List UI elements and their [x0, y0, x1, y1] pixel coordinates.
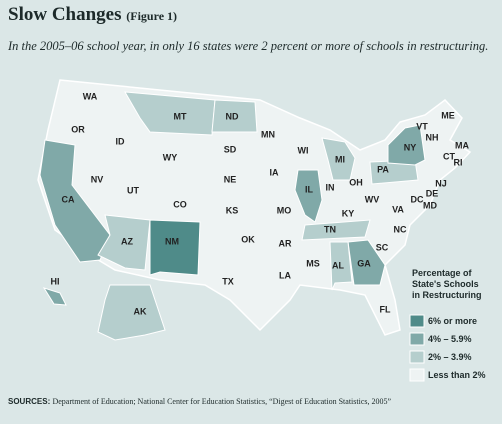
state-label: MI — [335, 154, 345, 164]
state-shape — [329, 241, 353, 291]
state-label: DE — [426, 188, 439, 198]
state-label: MN — [261, 129, 275, 139]
state-label: RI — [454, 157, 463, 167]
state-label: OK — [241, 234, 255, 244]
state-shape — [39, 139, 111, 263]
state-label: WY — [163, 152, 178, 162]
state-label: CA — [62, 194, 75, 204]
state-label: NE — [224, 174, 237, 184]
state-shape — [97, 284, 166, 341]
state-label: AR — [279, 238, 292, 248]
legend-title: Percentage of — [412, 268, 473, 278]
state-label: AZ — [121, 236, 133, 246]
sources-label: SOURCES: — [8, 397, 50, 406]
state-label: HI — [51, 276, 60, 286]
state-label: NY — [404, 142, 417, 152]
state-label: MD — [423, 200, 437, 210]
figure-label: (Figure 1) — [126, 9, 177, 23]
state-label: NC — [394, 224, 407, 234]
state-shape — [42, 287, 67, 306]
state-label: WA — [83, 91, 98, 101]
state-label: ID — [116, 136, 126, 146]
state-label: SC — [376, 242, 389, 252]
state-label: MT — [174, 111, 187, 121]
legend-swatch — [409, 368, 425, 382]
state-label: MS — [306, 258, 320, 268]
state-label: OR — [71, 124, 85, 134]
state-label: ND — [226, 111, 239, 121]
state-label: KS — [226, 205, 239, 215]
legend-swatch — [409, 332, 425, 346]
state-shape — [347, 239, 386, 286]
state-label: FL — [380, 304, 391, 314]
legend-label: 6% or more — [428, 316, 477, 326]
state-label: AL — [332, 260, 344, 270]
sources-text: Department of Education; National Center… — [52, 397, 391, 406]
state-shape — [387, 124, 426, 166]
state-label: IA — [270, 167, 280, 177]
state-shapes — [39, 91, 426, 341]
state-label: PA — [377, 164, 389, 174]
state-label: NJ — [435, 178, 447, 188]
state-label: MA — [455, 140, 469, 150]
state-labels: WA OR ID MT ND WY SD MN WI MI NV UT CO NE IA IL IN OH PA NY… — [51, 91, 470, 316]
state-label: NV — [91, 174, 104, 184]
legend-label: Less than 2% — [428, 370, 486, 380]
state-shape — [149, 219, 201, 276]
title-text: Slow Changes — [8, 4, 122, 25]
state-label: IN — [326, 182, 335, 192]
state-label: AK — [134, 306, 147, 316]
state-label: IL — [305, 184, 314, 194]
state-label: NH — [426, 132, 439, 142]
state-label: ME — [441, 110, 455, 120]
state-label: OH — [349, 177, 363, 187]
state-shape — [124, 91, 216, 136]
title: Slow Changes (Figure 1) — [8, 4, 177, 25]
state-label: MO — [277, 205, 292, 215]
state-label: KY — [342, 208, 355, 218]
legend-title: in Restructuring — [412, 290, 482, 300]
state-shape — [301, 219, 371, 241]
state-shape — [321, 137, 356, 181]
legend-label: 2% – 3.9% — [428, 352, 472, 362]
state-label: TX — [222, 276, 234, 286]
state-label: WV — [365, 194, 380, 204]
state-label: SD — [224, 144, 237, 154]
state-label: VA — [392, 204, 404, 214]
state-shape — [294, 169, 323, 223]
legend-label: 4% – 5.9% — [428, 334, 472, 344]
state-label: GA — [357, 258, 371, 268]
state-label: TN — [324, 224, 336, 234]
legend-swatch — [409, 314, 425, 328]
sources: SOURCES: Department of Education; Nation… — [8, 397, 392, 406]
state-label: UT — [127, 185, 139, 195]
state-label: DC — [411, 194, 424, 204]
legend-swatch — [409, 350, 425, 364]
state-label: CO — [173, 199, 187, 209]
state-label: WI — [298, 145, 309, 155]
legend-title: State's Schools — [412, 279, 479, 289]
state-label: CT — [443, 151, 455, 161]
state-label: LA — [279, 270, 291, 280]
state-shape — [211, 99, 258, 133]
subtitle: In the 2005–06 school year, in only 16 s… — [7, 39, 488, 53]
state-label: NM — [165, 236, 179, 246]
state-label: VT — [416, 121, 428, 131]
